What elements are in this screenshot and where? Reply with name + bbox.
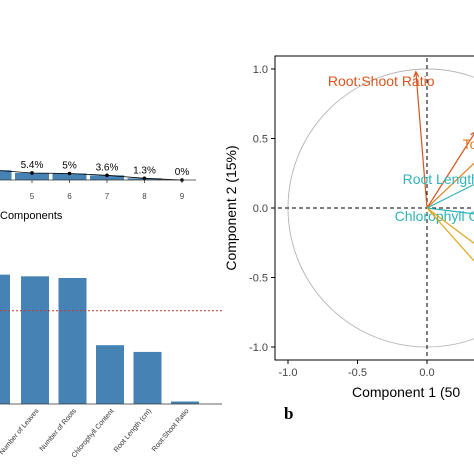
scree-x-ticks: 5 6 7 8 9 bbox=[30, 180, 185, 201]
pca-y-tick-label: 0.5 bbox=[253, 134, 268, 146]
vector-arrowhead bbox=[413, 70, 420, 78]
variable-vector bbox=[426, 183, 474, 209]
vector-arrowhead bbox=[470, 131, 474, 136]
scree-data-label: 5.4% bbox=[21, 160, 44, 171]
pca-x-tick-label: -0.5 bbox=[348, 367, 367, 379]
pca-y-axis-label: Component 2 (15%) bbox=[223, 145, 239, 270]
vector-label: Total Dry bbox=[463, 136, 474, 152]
contribution-bar bbox=[21, 276, 49, 404]
pca-x-ticks: -1.0 -0.5 0.0 bbox=[279, 360, 435, 379]
contribution-bar bbox=[96, 345, 124, 404]
scree-point bbox=[142, 176, 147, 181]
pca-x-axis-label: Component 1 (50 bbox=[352, 384, 460, 400]
vector-label: Root Length (cm) bbox=[403, 171, 474, 187]
scree-point bbox=[67, 171, 72, 176]
scree-tick-label: 8 bbox=[142, 192, 147, 201]
contribution-bar bbox=[133, 351, 162, 404]
panel-label-b: b bbox=[284, 404, 293, 423]
contribution-bars bbox=[0, 274, 199, 404]
scree-bar bbox=[52, 173, 87, 180]
scree-data-label: 3.6% bbox=[96, 162, 119, 173]
variable-vector bbox=[426, 207, 474, 244]
scree-tick-label: 9 bbox=[180, 192, 185, 201]
variable-vectors: Root:Shoot RatioRoTotal DryRoot Length (… bbox=[328, 70, 474, 262]
scree-tick-label: 7 bbox=[105, 192, 110, 201]
variable-vector bbox=[426, 207, 474, 262]
scree-bar bbox=[90, 175, 124, 180]
pca-y-tick-label: 1.0 bbox=[253, 64, 268, 76]
scree-bar bbox=[0, 170, 12, 180]
pca-variable-plot: Root:Shoot RatioRoTotal DryRoot Length (… bbox=[223, 55, 474, 423]
pca-y-ticks: 1.0 0.5 0.0 -0.5 -1.0 bbox=[249, 64, 275, 354]
pca-y-tick-label: -0.5 bbox=[249, 273, 268, 285]
variable-vector bbox=[415, 71, 428, 209]
variable-vector bbox=[426, 207, 474, 215]
vector-label: Root:Shoot Ratio bbox=[328, 73, 435, 89]
contribution-bar bbox=[0, 274, 10, 404]
scree-point bbox=[105, 173, 109, 178]
scree-data-labels: %5.4%5%3.6%1.3%0% bbox=[21, 160, 190, 178]
variable-vector bbox=[426, 162, 474, 209]
scree-tick-label: 6 bbox=[67, 192, 72, 201]
scree-data-label: 5% bbox=[62, 161, 77, 172]
scree-bar bbox=[15, 172, 49, 180]
pca-x-tick-label: 0.0 bbox=[419, 367, 434, 379]
scree-data-label: 0% bbox=[175, 167, 190, 178]
contribution-bar bbox=[171, 401, 199, 404]
scree-line bbox=[0, 170, 183, 181]
pca-y-tick-label: -1.0 bbox=[249, 342, 268, 354]
scree-tick-label: 5 bbox=[30, 192, 35, 201]
scree-point bbox=[30, 171, 34, 175]
pca-x-tick-label: -1.0 bbox=[279, 367, 298, 379]
scree-x-label: Components bbox=[0, 210, 63, 222]
scree-data-label: 1.3% bbox=[133, 165, 156, 176]
contribution-bar bbox=[58, 278, 87, 404]
variable-vector bbox=[426, 133, 474, 209]
pca-y-tick-label: 0.0 bbox=[253, 203, 268, 215]
